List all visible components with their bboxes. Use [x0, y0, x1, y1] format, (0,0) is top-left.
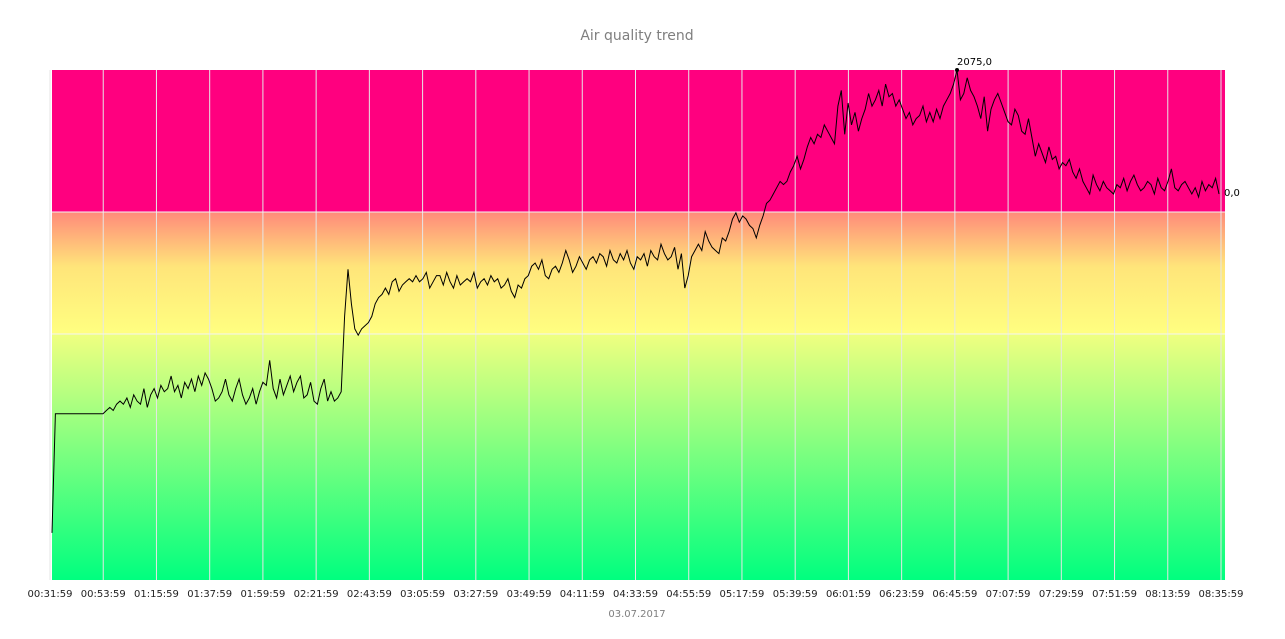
x-tick-label: 07:07:59 — [986, 589, 1031, 600]
x-tick-label: 08:13:59 — [1145, 589, 1190, 600]
x-tick-label: 01:37:59 — [187, 589, 232, 600]
grid-lines — [49, 70, 1225, 580]
x-axis-date-label: 03.07.2017 — [608, 609, 665, 620]
x-tick-label: 04:55:59 — [666, 589, 711, 600]
last-value-label: 0,0 — [1224, 188, 1240, 199]
max-marker — [955, 68, 960, 72]
x-tick-label: 03:27:59 — [453, 589, 498, 600]
x-axis-ticks: 00:31:59 00:53:59 01:15:59 01:37:59 01:59:59… — [28, 589, 1244, 600]
x-tick-label: 04:11:59 — [560, 589, 605, 600]
x-tick-label: 01:15:59 — [134, 589, 179, 600]
x-tick-label: 02:21:59 — [294, 589, 339, 600]
series-line — [51, 69, 1220, 533]
max-label: 2075,0 — [957, 57, 992, 68]
x-tick-label: 00:31:59 — [28, 589, 73, 600]
x-tick-label: 06:23:59 — [879, 589, 924, 600]
x-tick-label: 01:59:59 — [240, 589, 285, 600]
band-low — [52, 334, 1225, 580]
plot-area — [52, 70, 1225, 580]
x-tick-label: 05:39:59 — [773, 589, 818, 600]
x-tick-label: 00:53:59 — [81, 589, 126, 600]
x-tick-label: 07:29:59 — [1039, 589, 1084, 600]
x-tick-label: 07:51:59 — [1092, 589, 1137, 600]
x-tick-label: 06:01:59 — [826, 589, 871, 600]
x-tick-label: 08:35:59 — [1199, 589, 1244, 600]
chart-title: Air quality trend — [580, 28, 693, 44]
band-medium — [52, 212, 1225, 334]
x-tick-label: 03:49:59 — [507, 589, 552, 600]
x-tick-label: 02:43:59 — [347, 589, 392, 600]
x-tick-label: 05:17:59 — [719, 589, 764, 600]
x-tick-label: 06:45:59 — [932, 589, 977, 600]
band-high — [52, 70, 1225, 212]
x-tick-label: 03:05:59 — [400, 589, 445, 600]
x-tick-label: 04:33:59 — [613, 589, 658, 600]
